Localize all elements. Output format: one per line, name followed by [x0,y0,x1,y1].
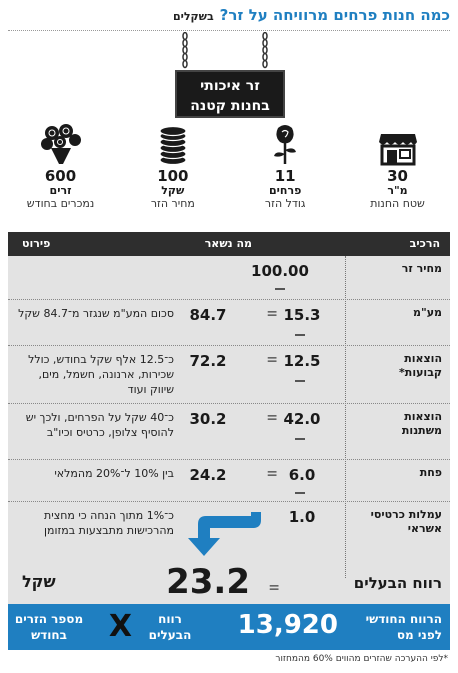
stat-number: 11 [274,167,296,185]
row-detail: כ־12.5 אלף שקל בחודש, כולל שכירות, ארנונ… [28,353,174,396]
row-component: עמלות כרטיסי אשראי [370,508,442,535]
profit-currency: שקל [22,572,56,591]
stat-bouquet-price: 100 שקל מחיר הזר [120,122,225,214]
stat-monthly-sales: 600 זרים נמכרים בחודש [8,122,113,214]
table-row: הוצאות משתנות 42.0 = 30.2 כ־40 שקל על הפ… [8,404,450,460]
stat-number: 30 [387,167,408,185]
header-component: הרכיב [409,237,440,250]
chain-right-icon [262,32,268,69]
row-remaining: 84.7 [189,306,227,324]
header-divider [8,30,450,31]
stat-description: שטח החנות [370,197,425,210]
equals-sign: = [266,466,278,482]
table-row: מע"מ 15.3 = 84.7 סכום המע"מ שנגזר מ־84.7… [8,300,450,346]
row-detail: כ־40 שקל על הפרחים, ולכך יש להוסיף צלופן… [25,411,174,439]
equals-sign: = [266,306,278,322]
footnote: *לפי ההערכה שהזרים מהווים 60% מהמחזור [275,654,448,664]
stat-unit: פרחים [269,184,302,197]
minus-sign [295,380,305,382]
monthly-profit-label: הרווח החודשי לפני מס [365,612,442,642]
stat-unit: מ"ר [387,184,408,197]
minus-sign [295,438,305,440]
table-row: מחיר זר 100.00 [8,256,450,300]
stat-description: נמכרים בחודש [26,197,95,210]
monthly-profit-value: 13,920 [237,610,338,640]
row-remaining: 72.2 [189,352,227,370]
equals-sign: = [266,352,278,368]
stats-row: 30 מ"ר שטח החנות 11 פרחים גודל הזר [8,122,450,214]
shop-icon [378,134,417,166]
minus-sign [275,288,285,290]
row-value: 42.0 [283,410,321,428]
stat-description: מחיר הזר [150,197,195,210]
owner-profit-row: רווח הבעלים = 23.2 שקל [8,562,450,604]
minus-sign [295,492,305,494]
multiply-icon: X [108,609,132,644]
row-component: הוצאות משתנות [401,410,442,437]
row-value: 15.3 [283,306,321,324]
stat-number: 600 [44,167,77,185]
stat-number: 100 [157,167,189,185]
row-detail: כ־1% מתוך הנחה כי מחצית מהרכישות מתבצעות… [44,509,174,537]
rose-icon [274,125,297,164]
table-header: הרכיב מה נשאר פירוט [8,232,450,256]
stat-description: גודל הזר [264,197,306,210]
header: כמה חנות פרחים מרוויחה על זר? בשקלים [8,6,450,28]
table-row: פחת 6.0 = 24.2 בין 10% ל־20% מהמלאי [8,460,450,502]
sign-line-1: זר איכותי [200,78,260,94]
row-component: מע"מ [413,306,442,319]
row-value: 6.0 [288,466,316,484]
table-row: הוצאות קבועות* 12.5 = 72.2 כ־12.5 אלף שק… [8,346,450,404]
bouquets-per-month-label: מספר הזרים בחודש [14,612,84,642]
owner-profit-label: רווח הבעלים [148,612,192,642]
coins-icon [159,126,187,166]
row-remaining: 30.2 [189,410,227,428]
table-row: עמלות כרטיסי אשראי 1.0 כ־1% מתוך הנחה כי… [8,502,450,562]
header-detail: פירוט [22,237,51,250]
row-component: מחיר זר [401,262,442,275]
minus-sign [295,334,305,336]
row-detail: בין 10% ל־20% מהמלאי [54,467,174,480]
page-subtitle: בשקלים [172,10,214,23]
bouquet-icon [40,124,81,164]
row-value: 100.00 [251,262,309,280]
sign-line-2: בחנות קטנה [190,98,270,114]
profit-value: 23.2 [166,562,250,602]
equals-sign: = [266,410,278,426]
stat-unit: שקל [161,184,185,197]
row-component: הוצאות קבועות* [399,352,442,379]
profit-label: רווח הבעלים [353,574,442,592]
row-detail: סכום המע"מ שנגזר מ־84.7 שקל [18,307,174,320]
stat-bouquet-size: 11 פרחים גודל הזר [233,122,338,214]
row-remaining: 24.2 [189,466,227,484]
row-value: 1.0 [288,508,316,526]
column-divider [345,256,346,578]
chain-left-icon [182,32,188,69]
cost-breakdown-table: הרכיב מה נשאר פירוט מחיר זר 100.00 מע"מ … [8,232,450,640]
header-remaining: מה נשאר [204,237,252,250]
equals-sign: = [268,580,280,596]
monthly-profit-bar: הרווח החודשי לפני מס 13,920 רווח הבעלים … [8,604,450,650]
stat-shop-size: 30 מ"ר שטח החנות [345,122,450,214]
hanging-sign: זר איכותי בחנות קטנה [175,70,285,118]
down-arrow-icon [188,512,261,556]
stat-unit: זרים [49,184,72,197]
row-value: 12.5 [283,352,321,370]
page-title: כמה חנות פרחים מרוויחה על זר? [219,6,450,24]
row-component: פחת [419,466,442,479]
